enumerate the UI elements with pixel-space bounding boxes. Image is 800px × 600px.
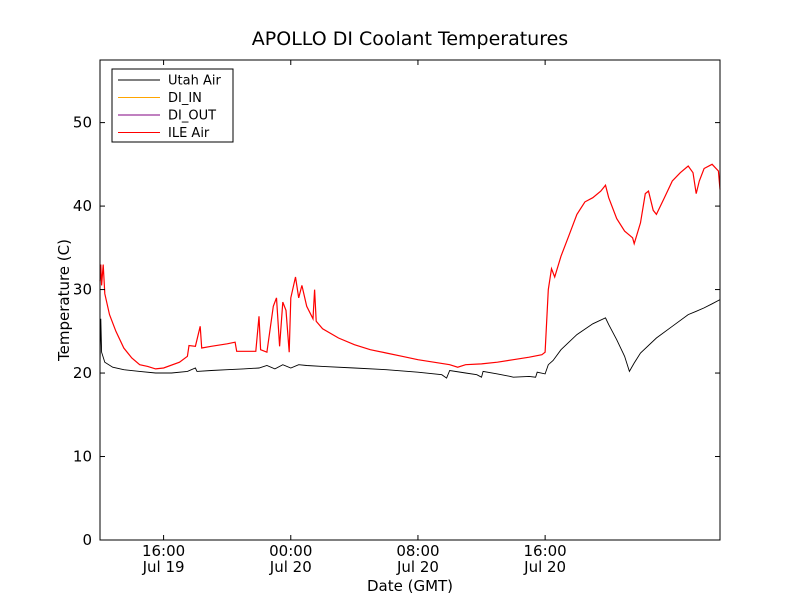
- x-tick-label-time: 08:00: [396, 542, 439, 560]
- x-tick-label-time: 00:00: [269, 542, 312, 560]
- y-tick-label: 20: [73, 364, 92, 382]
- x-tick-label-date: Jul 20: [523, 558, 566, 576]
- chart-title: APOLLO DI Coolant Temperatures: [252, 28, 568, 50]
- legend-label-di-out: DI_OUT: [168, 109, 216, 124]
- legend-label-utah-air: Utah Air: [168, 74, 221, 89]
- x-tick-label-time: 16:00: [524, 542, 567, 560]
- y-tick-label: 50: [73, 114, 92, 132]
- y-tick-label: 0: [82, 531, 92, 549]
- y-axis-label: Temperature (C): [55, 239, 73, 362]
- y-tick-label: 30: [73, 281, 92, 299]
- legend-label-ile-air: ILE Air: [168, 126, 210, 141]
- series-layer: [99, 163, 721, 379]
- legend: Utah Air DI_IN DI_OUT ILE Air: [111, 68, 234, 143]
- series-line-ile-air: [99, 163, 721, 370]
- x-axis-label: Date (GMT): [367, 577, 453, 595]
- plot-frame: [99, 59, 721, 541]
- legend-box: [111, 68, 234, 143]
- x-tick-label-date: Jul 20: [269, 558, 312, 576]
- x-tick-label-date: Jul 20: [396, 558, 439, 576]
- legend-label-di-in: DI_IN: [168, 91, 202, 106]
- y-tick-label: 40: [73, 197, 92, 215]
- series-line-utah-air: [99, 299, 721, 379]
- x-tick-label-time: 16:00: [142, 542, 185, 560]
- y-tick-label: 10: [73, 448, 92, 466]
- x-tick-label-date: Jul 19: [142, 558, 185, 576]
